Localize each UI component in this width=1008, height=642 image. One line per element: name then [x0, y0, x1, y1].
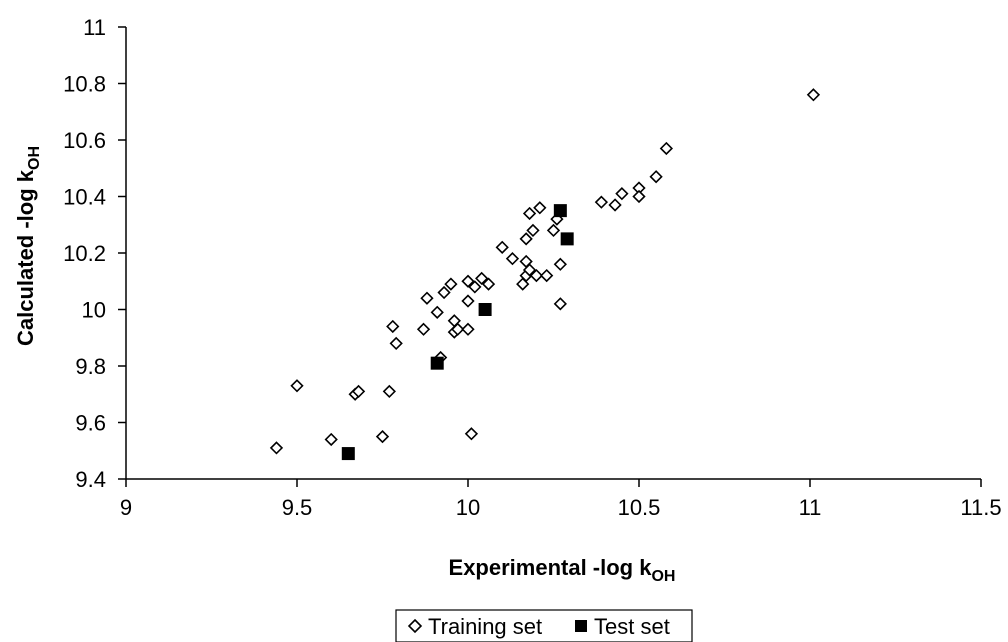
training-set-point [659, 141, 673, 156]
y-tick-label: 10.8 [63, 72, 106, 97]
training-set-point [529, 268, 544, 283]
training-set-point [553, 297, 567, 311]
y-tick-label: 10.2 [63, 241, 106, 266]
training-set-point [519, 232, 533, 246]
training-set-point [451, 322, 465, 336]
test-set-point [341, 447, 355, 461]
y-tick-label: 10 [82, 298, 106, 323]
y-tick-label: 9.8 [75, 354, 106, 379]
data-points [269, 88, 821, 461]
training-set-point [806, 88, 821, 102]
y-tick-label: 9.6 [75, 411, 106, 436]
training-set-point [437, 285, 451, 300]
training-set-point [632, 189, 646, 204]
training-set-point [386, 319, 400, 334]
training-set-point [522, 206, 537, 221]
training-set-point [481, 277, 496, 291]
y-axis-title-main: Calculated -log k [13, 169, 38, 346]
y-tick-label: 11 [83, 15, 106, 40]
training-set-point [461, 322, 475, 336]
training-set-point [269, 441, 284, 455]
x-axis-title-subscript: OH [651, 568, 675, 585]
test-set-point [553, 204, 567, 218]
y-axis-title-subscript: OH [26, 146, 43, 170]
legend: Training set Test set [395, 609, 693, 642]
x-tick-label: 11 [799, 495, 822, 520]
y-tick-label: 10.6 [63, 128, 106, 153]
x-axis-title-main: Experimental -log k [449, 555, 653, 580]
training-set-point [430, 305, 444, 319]
x-axis-ticks: 9 9.5 10 10.5 11 11.5 [120, 479, 1002, 520]
training-set-point [608, 198, 622, 212]
training-set-point [594, 195, 609, 209]
training-set-point [649, 170, 663, 184]
y-axis-title: Calculated -log kOH [13, 146, 43, 346]
y-tick-label: 10.4 [63, 185, 106, 210]
training-set-point [526, 223, 540, 238]
training-set-point [461, 294, 475, 308]
x-axis-title: Experimental -log kOH [449, 555, 676, 585]
training-set-point [495, 240, 509, 254]
training-set-point [464, 427, 479, 441]
training-set-point [522, 263, 537, 277]
x-tick-label: 9 [120, 495, 132, 520]
training-set-point [416, 322, 431, 336]
y-axis-ticks: 9.4 9.6 9.8 10 10.2 10.4 10.6 10.8 11 [63, 15, 126, 492]
training-set-point [553, 257, 567, 271]
training-set-point [475, 271, 489, 286]
training-set-point [615, 187, 629, 201]
x-tick-label: 9.5 [282, 495, 313, 520]
legend-test-label: Test set [594, 614, 670, 639]
test-set-point [560, 232, 574, 246]
training-set-point [546, 223, 561, 238]
legend-training-marker [407, 618, 423, 634]
training-set-point [420, 291, 434, 305]
training-set-point [389, 336, 403, 351]
test-set-point [430, 356, 444, 370]
y-tick-label: 9.4 [75, 467, 106, 492]
training-set-point [444, 277, 458, 291]
training-set-point [324, 432, 338, 447]
legend-test-marker [575, 620, 587, 632]
x-tick-label: 10 [456, 495, 480, 520]
training-set-point [375, 429, 390, 444]
legend-box [395, 609, 693, 642]
training-set-point [468, 280, 482, 294]
training-set-point [382, 384, 396, 399]
test-set-point [478, 303, 492, 316]
training-set-point [505, 252, 520, 266]
x-tick-label: 11.5 [960, 495, 1001, 520]
training-set-point [461, 274, 475, 288]
training-set-point [290, 379, 304, 393]
x-tick-label: 10.5 [618, 495, 661, 520]
axes [125, 27, 981, 480]
training-set-point [533, 201, 547, 215]
training-set-point [351, 384, 366, 399]
legend-training-label: Training set [428, 614, 542, 639]
training-set-point [540, 268, 554, 283]
